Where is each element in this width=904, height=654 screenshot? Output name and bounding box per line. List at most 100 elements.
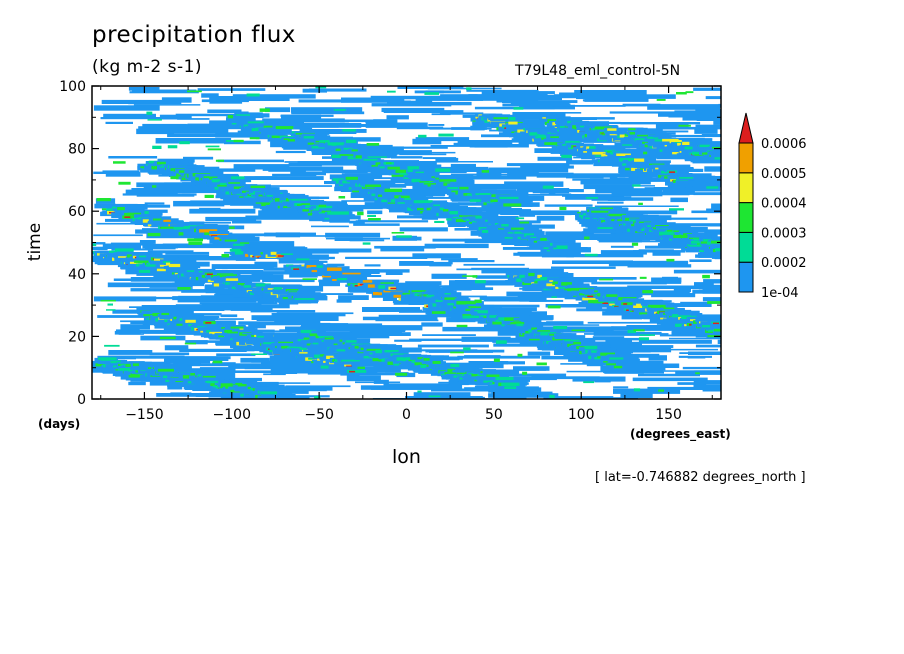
band-streak: [663, 167, 694, 172]
rain-cell: [434, 220, 445, 223]
rain-streak: [448, 260, 495, 263]
rain-cell: [549, 394, 555, 399]
rain-streak: [425, 193, 446, 196]
band-streak: [548, 115, 564, 120]
rain-streak: [451, 127, 487, 130]
rain-streak: [428, 124, 445, 126]
band-peak: [390, 287, 397, 290]
x-axis-unit: (degrees_east): [630, 427, 731, 441]
band-peak: [713, 322, 719, 325]
rain-streak: [425, 349, 505, 353]
rain-cell: [628, 128, 636, 131]
rain-streak: [630, 331, 662, 334]
band-streak: [595, 162, 626, 166]
rain-streak: [183, 221, 232, 224]
rain-streak: [274, 319, 321, 323]
rain-streak: [233, 370, 305, 373]
rain-cell: [333, 109, 346, 111]
band-core: [224, 239, 238, 242]
band-streak: [428, 308, 448, 313]
rain-streak: [412, 138, 442, 145]
band-streak: [470, 125, 485, 131]
band-core: [321, 210, 332, 213]
rain-streak: [291, 111, 365, 115]
rain-streak: [161, 97, 192, 103]
band-streak: [672, 328, 690, 334]
band-streak: [711, 237, 721, 241]
band-streak: [569, 117, 597, 120]
band-streak: [170, 261, 210, 267]
band-streak: [382, 347, 422, 353]
band-core: [218, 335, 229, 338]
rain-streak: [245, 164, 322, 167]
rain-streak: [301, 323, 383, 327]
rain-cell: [233, 139, 244, 143]
band-streak: [332, 152, 348, 155]
rain-streak: [638, 249, 674, 253]
band-core: [308, 358, 316, 360]
band-core: [378, 285, 386, 289]
rain-streak: [107, 282, 190, 288]
rain-streak: [536, 174, 618, 178]
rain-cell: [104, 344, 120, 347]
band-core: [423, 358, 430, 361]
rain-streak: [336, 299, 352, 303]
band-streak: [709, 151, 721, 156]
band-streak: [256, 284, 272, 289]
rain-cell: [134, 260, 149, 263]
rain-streak: [216, 353, 256, 357]
band-streak: [421, 216, 438, 220]
rain-streak: [663, 281, 682, 284]
rain-streak: [212, 362, 236, 365]
band-streak: [296, 298, 318, 304]
band-streak: [707, 317, 721, 324]
band-core: [439, 179, 457, 182]
rain-streak: [429, 262, 452, 267]
rain-streak: [456, 268, 510, 271]
x-tick-label: 50: [485, 407, 503, 423]
band-peak: [614, 305, 621, 308]
rain-streak: [560, 363, 612, 365]
band-core: [486, 374, 500, 377]
rain-streak: [566, 370, 622, 373]
rain-streak: [175, 113, 236, 117]
colorbar-label: 1e-04: [761, 286, 799, 301]
band-streak: [611, 150, 646, 153]
rain-streak: [693, 384, 721, 389]
rain-streak: [362, 146, 448, 149]
band-streak: [714, 332, 721, 336]
band-streak: [202, 270, 218, 274]
band-streak: [173, 383, 197, 386]
band-core: [699, 144, 710, 148]
rain-streak: [93, 234, 143, 237]
rain-streak: [409, 338, 489, 341]
x-tick-label: −100: [213, 407, 251, 423]
rain-streak: [187, 123, 223, 129]
rain-streak: [613, 386, 629, 389]
band-core: [447, 187, 459, 190]
band-streak: [333, 353, 357, 357]
rain-streak: [279, 329, 304, 331]
band-core: [391, 199, 398, 203]
band-core: [537, 330, 550, 332]
band-peak: [359, 283, 366, 286]
rain-streak: [620, 393, 653, 399]
rain-cell: [517, 353, 523, 357]
rain-cell: [128, 374, 140, 378]
band-core: [479, 193, 492, 195]
band-streak: [209, 175, 235, 179]
rain-streak: [594, 377, 611, 383]
rain-cell: [534, 279, 541, 281]
band-streak: [411, 175, 430, 180]
band-streak: [344, 177, 375, 182]
rain-cell: [706, 186, 719, 189]
band-core: [528, 272, 535, 277]
band-streak: [594, 286, 632, 293]
rain-cell: [462, 315, 471, 319]
band-core: [504, 317, 520, 321]
band-streak: [539, 236, 565, 239]
rain-cell: [205, 145, 220, 148]
band-streak: [243, 197, 260, 202]
rain-streak: [243, 241, 295, 247]
rain-streak: [322, 169, 368, 174]
